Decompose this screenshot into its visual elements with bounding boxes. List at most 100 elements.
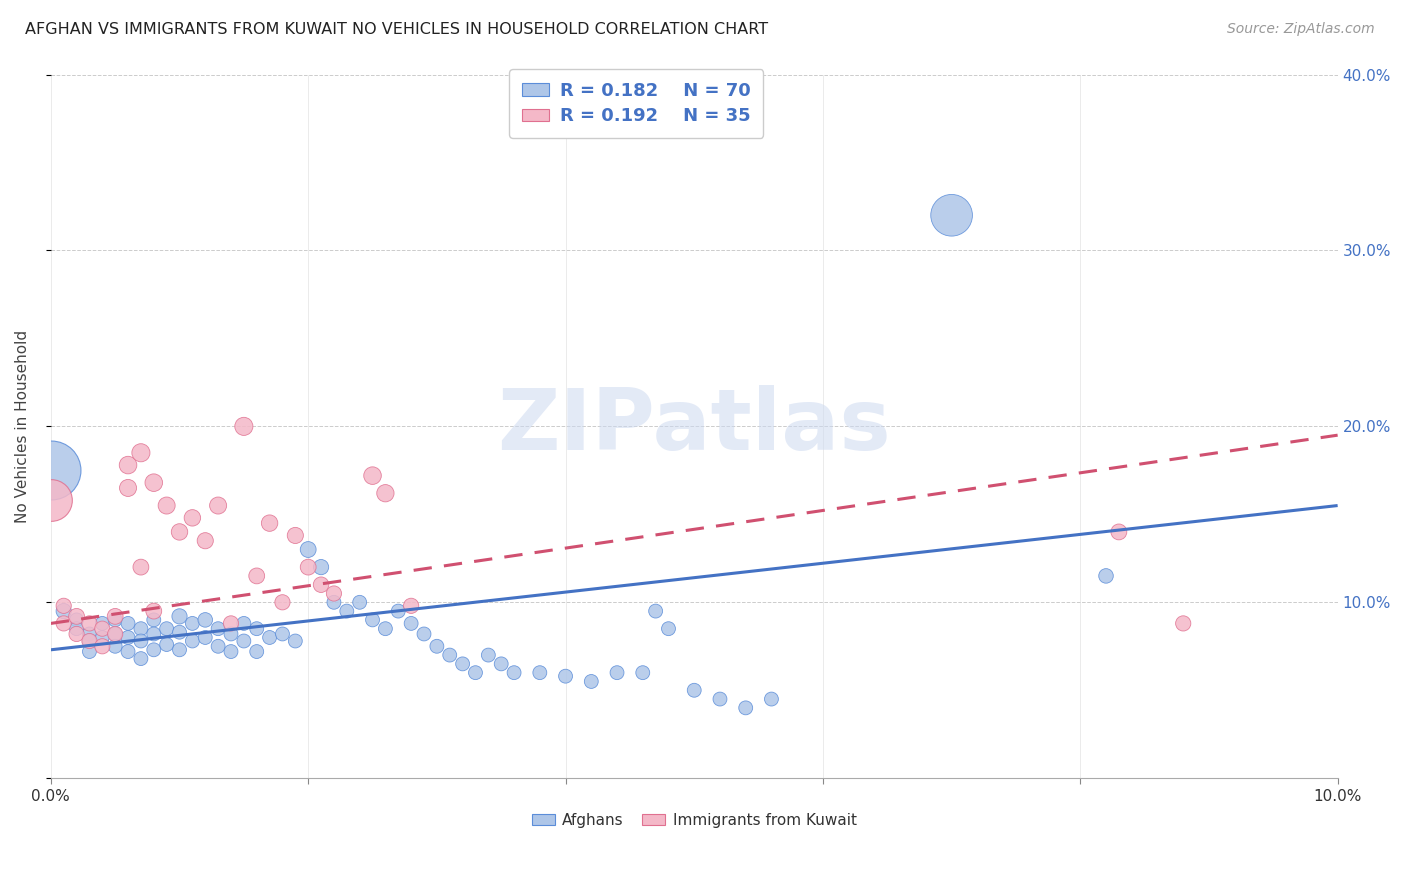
Point [219, 616, 242, 631]
Point [181, 634, 204, 648]
Point [761, 692, 783, 706]
Point [117, 644, 139, 658]
Point [181, 511, 204, 525]
Point [941, 208, 963, 222]
Point [232, 419, 254, 434]
Point [39, 493, 62, 508]
Point [399, 616, 422, 631]
Point [1095, 569, 1118, 583]
Point [232, 634, 254, 648]
Point [709, 692, 731, 706]
Point [104, 613, 127, 627]
Point [309, 577, 332, 591]
Point [246, 622, 269, 636]
Point [259, 516, 281, 530]
Point [246, 644, 269, 658]
Y-axis label: No Vehicles in Household: No Vehicles in Household [15, 330, 30, 523]
Point [91, 631, 114, 645]
Point [117, 458, 139, 472]
Point [104, 627, 127, 641]
Point [65, 609, 87, 624]
Point [91, 616, 114, 631]
Point [79, 634, 101, 648]
Point [65, 613, 87, 627]
Point [169, 609, 191, 624]
Point [644, 604, 666, 618]
Point [503, 665, 526, 680]
Point [374, 622, 396, 636]
Point [399, 599, 422, 613]
Point [169, 642, 191, 657]
Legend: Afghans, Immigrants from Kuwait: Afghans, Immigrants from Kuwait [526, 806, 863, 834]
Point [232, 616, 254, 631]
Point [39, 463, 62, 477]
Point [631, 665, 654, 680]
Text: ZIPatlas: ZIPatlas [498, 384, 891, 468]
Point [361, 613, 384, 627]
Point [52, 604, 75, 618]
Point [79, 627, 101, 641]
Point [297, 542, 319, 557]
Point [207, 499, 229, 513]
Point [129, 622, 152, 636]
Point [581, 674, 603, 689]
Point [91, 622, 114, 636]
Point [323, 586, 346, 600]
Point [129, 651, 152, 665]
Point [156, 638, 179, 652]
Point [104, 640, 127, 654]
Text: AFGHAN VS IMMIGRANTS FROM KUWAIT NO VEHICLES IN HOUSEHOLD CORRELATION CHART: AFGHAN VS IMMIGRANTS FROM KUWAIT NO VEHI… [25, 22, 769, 37]
Point [52, 616, 75, 631]
Point [65, 627, 87, 641]
Point [489, 657, 512, 671]
Point [284, 634, 307, 648]
Point [219, 644, 242, 658]
Point [439, 648, 461, 662]
Point [606, 665, 628, 680]
Point [374, 486, 396, 500]
Point [554, 669, 576, 683]
Point [426, 640, 449, 654]
Point [194, 613, 217, 627]
Point [104, 609, 127, 624]
Point [142, 642, 165, 657]
Text: Source: ZipAtlas.com: Source: ZipAtlas.com [1227, 22, 1375, 37]
Point [79, 644, 101, 658]
Point [451, 657, 474, 671]
Point [413, 627, 436, 641]
Point [529, 665, 551, 680]
Point [207, 640, 229, 654]
Point [336, 604, 359, 618]
Point [477, 648, 499, 662]
Point [142, 475, 165, 490]
Point [117, 631, 139, 645]
Point [259, 631, 281, 645]
Point [129, 446, 152, 460]
Point [309, 560, 332, 574]
Point [194, 631, 217, 645]
Point [117, 616, 139, 631]
Point [387, 604, 409, 618]
Point [657, 622, 679, 636]
Point [246, 569, 269, 583]
Point [117, 481, 139, 495]
Point [52, 599, 75, 613]
Point [219, 627, 242, 641]
Point [129, 560, 152, 574]
Point [79, 634, 101, 648]
Point [156, 622, 179, 636]
Point [181, 616, 204, 631]
Point [194, 533, 217, 548]
Point [284, 528, 307, 542]
Point [361, 468, 384, 483]
Point [142, 613, 165, 627]
Point [349, 595, 371, 609]
Point [207, 622, 229, 636]
Point [65, 622, 87, 636]
Point [169, 524, 191, 539]
Point [129, 634, 152, 648]
Point [1108, 524, 1130, 539]
Point [683, 683, 706, 698]
Point [271, 627, 294, 641]
Point [297, 560, 319, 574]
